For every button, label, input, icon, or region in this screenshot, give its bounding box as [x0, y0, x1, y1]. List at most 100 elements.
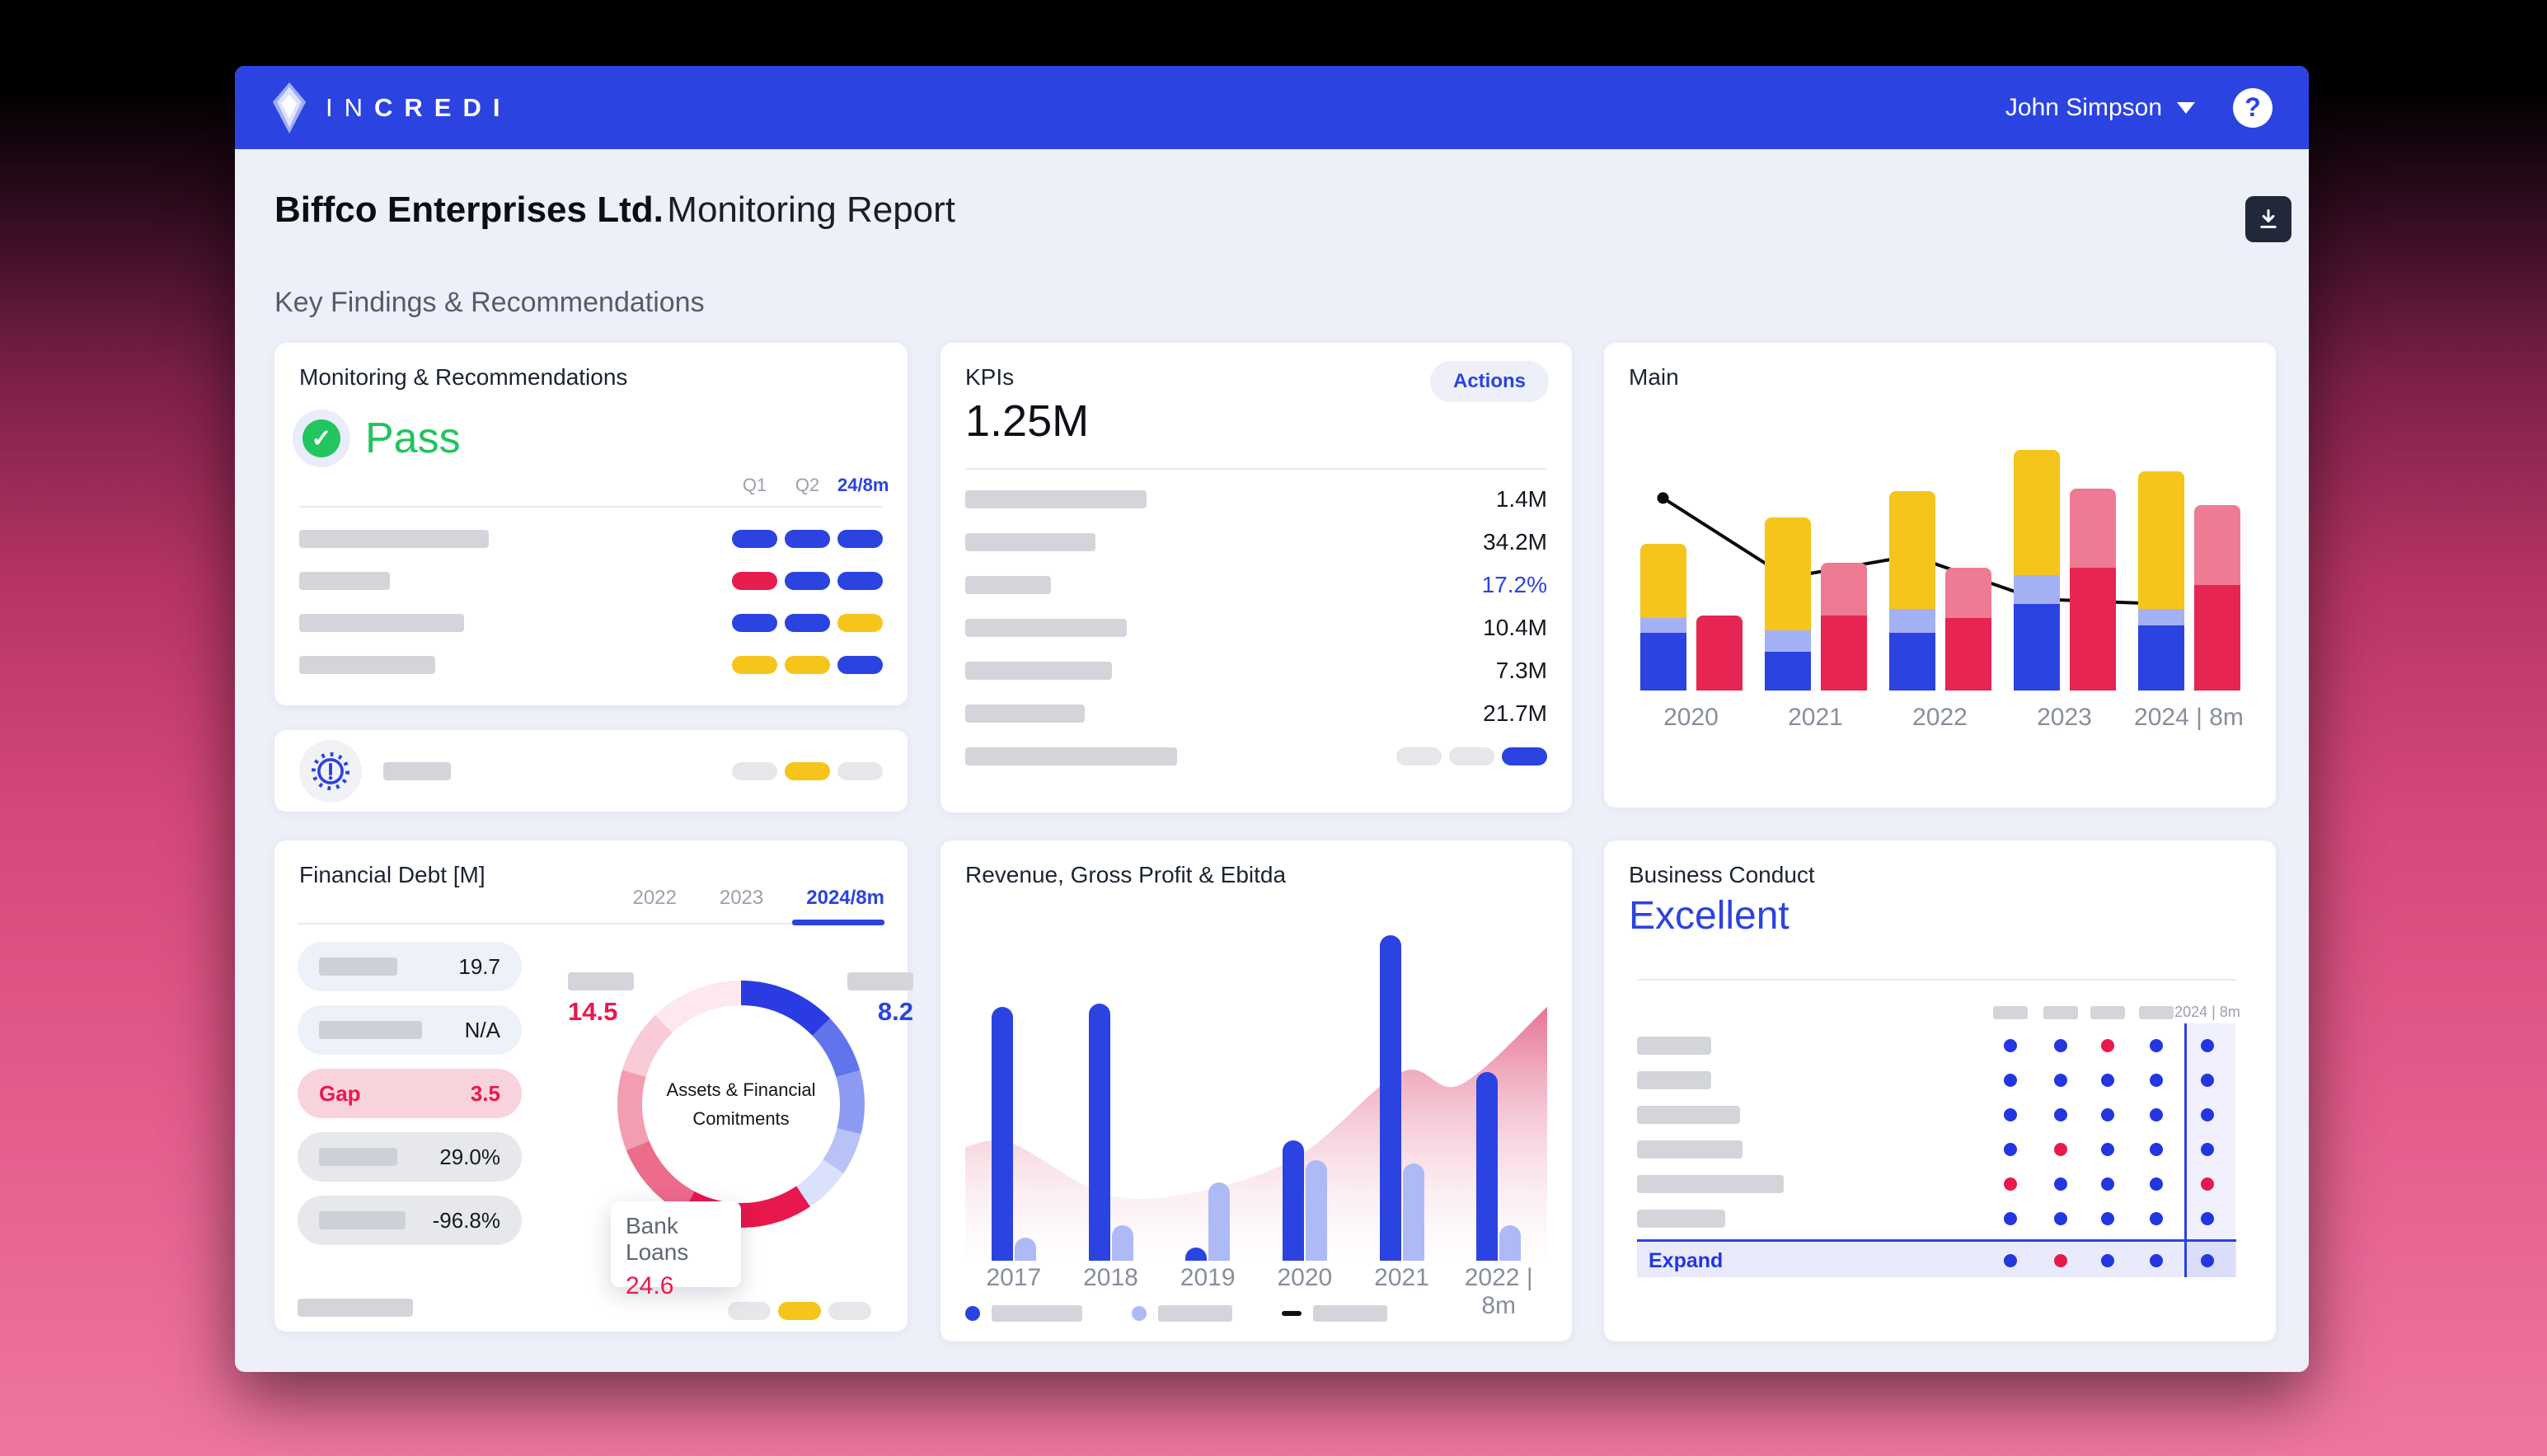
kpi-footer-row	[965, 735, 1547, 778]
status-badge: Pass	[365, 414, 461, 462]
alert-card[interactable]	[274, 730, 908, 812]
conduct-dot-blue	[2201, 1074, 2214, 1087]
stacked-bar-left	[2013, 450, 2060, 691]
placeholder-text	[965, 576, 1051, 594]
download-button[interactable]	[2245, 196, 2291, 242]
assets-donut-chart: Assets & Financial Comitments	[617, 981, 865, 1228]
x-axis-label: 2023	[2037, 704, 2092, 731]
right-metric-value: 8.2	[877, 997, 913, 1026]
card-title: Main	[1629, 364, 1679, 390]
kpi-row: 1.4M	[965, 478, 1547, 521]
conduct-dot-blue	[2004, 1074, 2017, 1087]
stacked-bar-left	[1639, 543, 1686, 691]
status-pill-gray	[1449, 747, 1494, 765]
active-tab-underline	[792, 920, 884, 925]
help-button[interactable]: ?	[2233, 87, 2273, 128]
tooltip-value: 24.6	[626, 1272, 674, 1299]
conduct-row	[1604, 1028, 2276, 1063]
period-column-Q2[interactable]: Q2	[795, 475, 820, 495]
period-column-24/8m[interactable]: 24/8m	[837, 475, 889, 495]
tab-2023[interactable]: 2023	[719, 887, 764, 909]
status-pill-gray	[732, 761, 777, 780]
column-header-placeholder	[2090, 1006, 2125, 1019]
tooltip-label: Bank Loans	[626, 1213, 689, 1265]
placeholder-text	[299, 613, 464, 632]
placeholder-text	[965, 662, 1112, 680]
stacked-bar-left	[2137, 471, 2184, 691]
kpi-value: 1.4M	[1495, 486, 1547, 512]
debt-row: Gap 3.5	[298, 1069, 522, 1118]
column-header-placeholder	[2043, 1006, 2078, 1019]
bar-segment-stack2-red	[1944, 618, 1991, 691]
gear-alert-icon	[311, 751, 350, 790]
tab-2024/8m[interactable]: 2024/8m	[806, 887, 884, 909]
legend-dot-icon	[965, 1306, 980, 1321]
placeholder-text	[1637, 1140, 1743, 1159]
conduct-dot-blue	[2201, 1212, 2214, 1225]
user-menu[interactable]: John Simpson	[2005, 94, 2195, 122]
conduct-dot-red	[2004, 1177, 2017, 1191]
x-axis-label: 2019	[1180, 1264, 1236, 1291]
status-pill-blue	[732, 613, 777, 632]
debt-row-value: 3.5	[470, 1080, 500, 1106]
card-title: Revenue, Gross Profit & Ebitda	[965, 862, 1287, 887]
kpi-value: 10.4M	[1483, 615, 1547, 640]
debt-row-value: 29.0%	[439, 1144, 500, 1169]
conduct-rating: Excellent	[1629, 894, 1789, 938]
conduct-dot-blue	[2201, 1254, 2214, 1267]
kpi-headline-value: 1.25M	[965, 396, 1090, 446]
tab-2022[interactable]: 2022	[632, 887, 677, 909]
expand-row[interactable]: Expand	[1637, 1239, 2236, 1277]
bar-segment-stack2-pink	[2193, 505, 2240, 585]
kpis-card: KPIs Actions 1.25M 1.4M 34.2M 17.2% 10.4M 7.…	[940, 343, 1572, 812]
status-pill-blue	[785, 613, 830, 632]
conduct-dot-blue	[2004, 1212, 2017, 1225]
conduct-row	[1604, 1132, 2276, 1167]
ebitda-area	[965, 1006, 1547, 1261]
left-metric-value: 14.5	[568, 997, 618, 1026]
expand-button[interactable]: Expand	[1649, 1249, 1724, 1272]
bar-segment-stack1-yellow	[1764, 517, 1811, 631]
x-axis-label: 2021	[1788, 704, 1843, 731]
period-columns: Q1 Q2 24/8m	[732, 475, 889, 496]
conduct-dot-blue	[2004, 1143, 2017, 1156]
conduct-rows	[1604, 1028, 2276, 1236]
status-pill-yellow	[785, 655, 830, 674]
placeholder-text	[1637, 1210, 1725, 1228]
user-name: John Simpson	[2005, 93, 2162, 121]
conduct-dot-blue	[2101, 1212, 2114, 1225]
status-pill-yellow	[785, 761, 830, 780]
bar-segment-stack1-yellow	[1639, 543, 1686, 619]
kpi-value: 17.2%	[1481, 572, 1547, 597]
debt-row-label: Gap	[319, 1080, 361, 1106]
chevron-down-icon	[2177, 101, 2195, 114]
kpi-value: 7.3M	[1495, 658, 1547, 683]
status-row: ✓ Pass	[303, 414, 461, 463]
bar-segment-stack1-lightblue	[1764, 630, 1811, 653]
status-pill-blue	[837, 655, 883, 674]
left-metric: 14.5	[568, 972, 667, 1027]
kpi-row: 34.2M	[965, 521, 1547, 564]
status-pill-yellow	[732, 655, 777, 674]
debt-row-value: N/A	[464, 1017, 500, 1042]
revenue-bar	[1088, 1003, 1110, 1261]
kpi-row: 21.7M	[965, 692, 1547, 735]
period-column-Q1[interactable]: Q1	[742, 475, 767, 495]
kpi-footer-pills	[1396, 747, 1547, 765]
bar-segment-stack1-lightblue	[2137, 608, 2184, 626]
legend-dot-icon	[1132, 1306, 1147, 1321]
actions-button[interactable]: Actions	[1429, 361, 1549, 402]
debt-row-value: 19.7	[458, 953, 500, 979]
conduct-row	[1604, 1063, 2276, 1098]
download-icon	[2260, 208, 2277, 228]
section-title: Key Findings & Recommendations	[274, 287, 705, 318]
brand-logo[interactable]: INCREDI	[271, 82, 511, 133]
monitoring-row	[299, 559, 883, 602]
placeholder-text	[299, 571, 390, 590]
x-axis-label: 2020	[1663, 704, 1719, 731]
placeholder-text	[319, 1211, 406, 1229]
conduct-dot-red	[2201, 1177, 2214, 1191]
brand-name: INCREDI	[326, 92, 512, 122]
status-pill-red	[732, 571, 777, 590]
conduct-dot-blue	[2101, 1108, 2114, 1121]
